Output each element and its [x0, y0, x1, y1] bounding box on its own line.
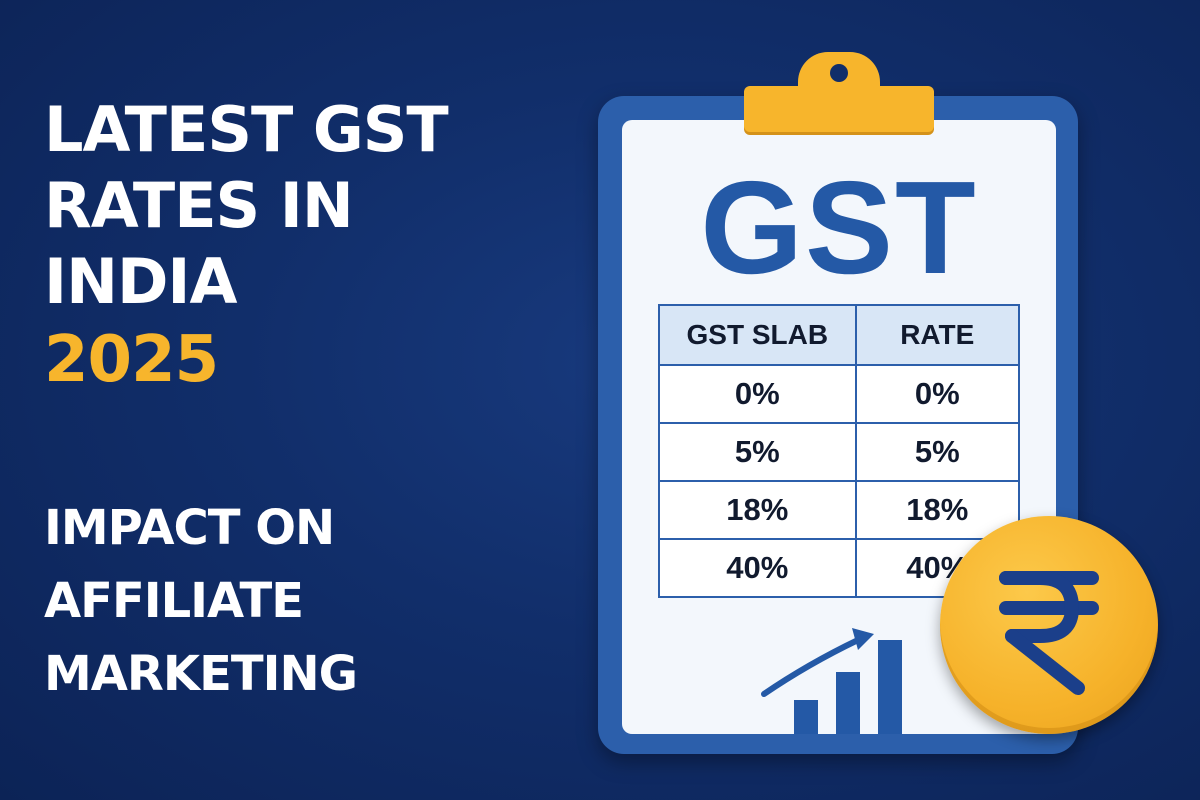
headline-year: 2025: [44, 323, 219, 397]
clipboard-title: GST: [700, 154, 978, 301]
table-header-row: GST SLAB RATE: [658, 304, 1021, 366]
gst-rate-table: GST SLAB RATE 0% 0% 5% 5% 18% 18% 40% 40…: [658, 304, 1021, 598]
clipboard-clip-hole: [830, 64, 848, 82]
headline-line-1: LATEST GST: [44, 93, 449, 166]
table-cell-slab: 40%: [658, 538, 857, 598]
table-cell-rate: 18%: [854, 480, 1021, 540]
table-row: 0% 0%: [658, 364, 1021, 424]
growth-arrow-curve: [761, 637, 861, 697]
subheadline-line-1: IMPACT ON: [44, 500, 335, 556]
subheadline-line-3: MARKETING: [44, 646, 358, 702]
table-row: 5% 5%: [658, 422, 1021, 482]
clipboard-icon: GST GST SLAB RATE 0% 0% 5% 5% 18% 18% 40…: [598, 52, 1078, 754]
table-cell-slab: 18%: [658, 480, 857, 540]
growth-bar-2: [836, 672, 860, 734]
table-cell-slab: 0%: [658, 364, 857, 424]
subheadline: IMPACT ON AFFILIATE MARKETING: [44, 492, 358, 711]
growth-arrow-head: [852, 628, 874, 650]
headline-line-3: INDIA: [44, 245, 237, 318]
table-row: 40% 40%: [658, 538, 1021, 598]
rupee-coin-icon: [940, 516, 1158, 734]
growth-bar-3: [878, 640, 902, 734]
table-header-slab: GST SLAB: [658, 304, 857, 366]
table-cell-slab: 5%: [658, 422, 857, 482]
clipboard-clip: [744, 86, 934, 132]
rupee-symbol-icon: [999, 571, 1099, 695]
table-cell-rate: 0%: [854, 364, 1021, 424]
headline-line-2: RATES IN: [44, 169, 354, 242]
subheadline-line-2: AFFILIATE: [44, 573, 304, 629]
table-header-rate: RATE: [854, 304, 1021, 366]
growth-bar-1: [794, 700, 818, 734]
headline: LATEST GST RATES IN INDIA 2025: [44, 92, 449, 400]
table-cell-rate: 5%: [854, 422, 1021, 482]
table-row: 18% 18%: [658, 480, 1021, 540]
growth-chart-icon: [761, 628, 902, 734]
